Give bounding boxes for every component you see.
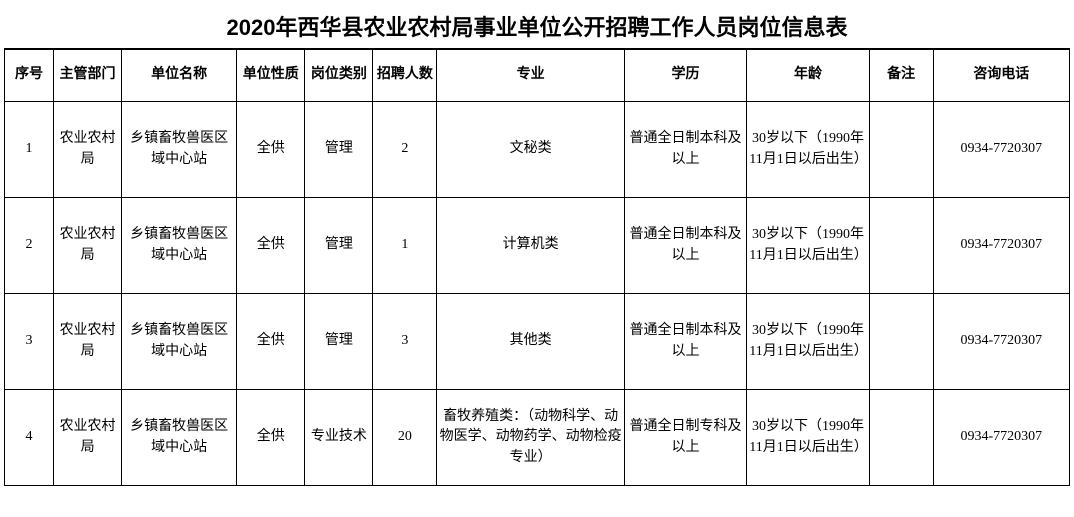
table-header-row: 序号 主管部门 单位名称 单位性质 岗位类别 招聘人数 专业 学历 年龄 备注 … (5, 50, 1070, 102)
cell (869, 390, 933, 486)
col-header: 咨询电话 (933, 50, 1069, 102)
cell: 农业农村局 (53, 390, 121, 486)
col-header: 单位性质 (237, 50, 305, 102)
cell: 普通全日制本科及以上 (624, 198, 746, 294)
cell: 农业农村局 (53, 102, 121, 198)
cell: 0934-7720307 (933, 390, 1069, 486)
cell: 乡镇畜牧兽医区域中心站 (122, 198, 237, 294)
cell: 畜牧养殖类：（动物科学、动物医学、动物药学、动物检疫专业） (437, 390, 624, 486)
cell: 1 (5, 102, 54, 198)
cell: 农业农村局 (53, 294, 121, 390)
cell: 文秘类 (437, 102, 624, 198)
cell: 全供 (237, 390, 305, 486)
cell: 乡镇畜牧兽医区域中心站 (122, 102, 237, 198)
cell: 2 (373, 102, 437, 198)
cell: 2 (5, 198, 54, 294)
cell: 4 (5, 390, 54, 486)
table-row: 4 农业农村局 乡镇畜牧兽医区域中心站 全供 专业技术 20 畜牧养殖类：（动物… (5, 390, 1070, 486)
table-row: 1 农业农村局 乡镇畜牧兽医区域中心站 全供 管理 2 文秘类 普通全日制本科及… (5, 102, 1070, 198)
cell: 管理 (305, 198, 373, 294)
col-header: 专业 (437, 50, 624, 102)
cell: 乡镇畜牧兽医区域中心站 (122, 294, 237, 390)
col-header: 单位名称 (122, 50, 237, 102)
col-header: 岗位类别 (305, 50, 373, 102)
col-header: 序号 (5, 50, 54, 102)
cell: 全供 (237, 294, 305, 390)
table-row: 2 农业农村局 乡镇畜牧兽医区域中心站 全供 管理 1 计算机类 普通全日制本科… (5, 198, 1070, 294)
cell: 3 (373, 294, 437, 390)
cell: 普通全日制本科及以上 (624, 102, 746, 198)
cell (869, 198, 933, 294)
cell: 全供 (237, 198, 305, 294)
job-table: 序号 主管部门 单位名称 单位性质 岗位类别 招聘人数 专业 学历 年龄 备注 … (4, 49, 1070, 486)
col-header: 备注 (869, 50, 933, 102)
cell: 30岁以下（1990年11月1日以后出生） (747, 198, 869, 294)
col-header: 主管部门 (53, 50, 121, 102)
cell: 0934-7720307 (933, 198, 1069, 294)
cell: 计算机类 (437, 198, 624, 294)
cell: 全供 (237, 102, 305, 198)
cell: 农业农村局 (53, 198, 121, 294)
col-header: 年龄 (747, 50, 869, 102)
cell: 30岁以下（1990年11月1日以后出生） (747, 390, 869, 486)
cell: 其他类 (437, 294, 624, 390)
col-header: 学历 (624, 50, 746, 102)
cell: 3 (5, 294, 54, 390)
cell: 普通全日制本科及以上 (624, 294, 746, 390)
cell: 普通全日制专科及以上 (624, 390, 746, 486)
page-title: 2020年西华县农业农村局事业单位公开招聘工作人员岗位信息表 (4, 4, 1070, 49)
cell: 0934-7720307 (933, 294, 1069, 390)
cell: 1 (373, 198, 437, 294)
cell: 30岁以下（1990年11月1日以后出生） (747, 102, 869, 198)
table-row: 3 农业农村局 乡镇畜牧兽医区域中心站 全供 管理 3 其他类 普通全日制本科及… (5, 294, 1070, 390)
cell (869, 294, 933, 390)
cell: 管理 (305, 294, 373, 390)
cell: 乡镇畜牧兽医区域中心站 (122, 390, 237, 486)
cell: 30岁以下（1990年11月1日以后出生） (747, 294, 869, 390)
cell: 专业技术 (305, 390, 373, 486)
cell: 20 (373, 390, 437, 486)
cell: 0934-7720307 (933, 102, 1069, 198)
col-header: 招聘人数 (373, 50, 437, 102)
cell: 管理 (305, 102, 373, 198)
cell (869, 102, 933, 198)
